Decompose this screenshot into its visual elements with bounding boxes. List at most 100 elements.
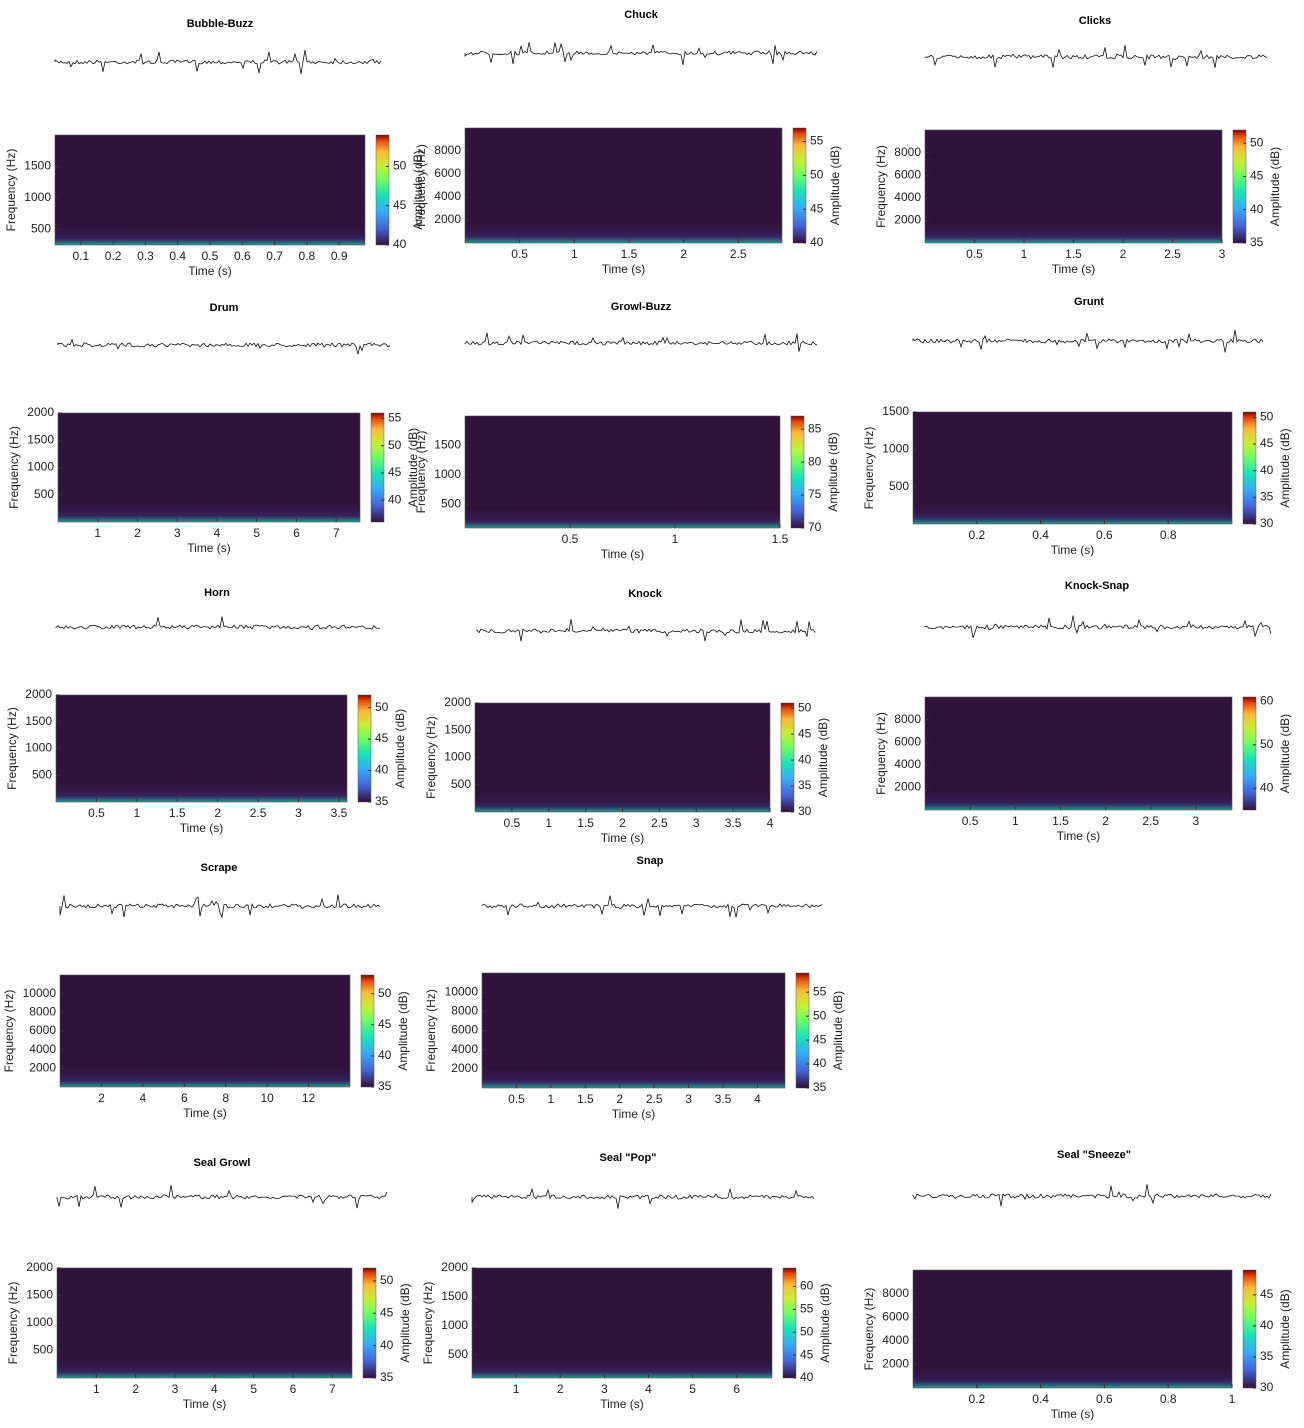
y-tick-label: 1500 xyxy=(882,404,909,418)
panel-title: Knock-Snap xyxy=(1065,580,1129,592)
y-axis-label: Frequency (Hz) xyxy=(421,1282,435,1365)
y-tick-label: 500 xyxy=(441,497,461,511)
colorbar-label: Amplitude (dB) xyxy=(1268,147,1282,226)
x-axis-label: Time (s) xyxy=(1051,543,1095,557)
x-tick-label: 2.5 xyxy=(646,1092,663,1106)
y-axis-label: Frequency (Hz) xyxy=(874,712,888,795)
x-tick-label: 0.8 xyxy=(299,249,316,263)
y-tick-label: 500 xyxy=(889,479,909,493)
colorbar-tick-label: 30 xyxy=(798,804,812,818)
x-tick-label: 3 xyxy=(174,526,181,540)
colorbar xyxy=(791,416,804,528)
y-tick-label: 1500 xyxy=(444,722,471,736)
x-tick-label: 0.6 xyxy=(1096,1392,1113,1406)
waveform xyxy=(472,1189,814,1209)
colorbar-label: Amplitude (dB) xyxy=(828,146,842,225)
x-tick-label: 6 xyxy=(293,526,300,540)
y-tick-label: 6000 xyxy=(29,1023,56,1037)
x-tick-label: 0.2 xyxy=(968,528,985,542)
panel-title: Horn xyxy=(204,587,230,599)
y-tick-label: 2000 xyxy=(894,780,921,794)
colorbar-tick-label: 55 xyxy=(800,1301,814,1315)
colorbar-label: Amplitude (dB) xyxy=(393,709,407,788)
x-tick-label: 0.5 xyxy=(966,247,983,261)
x-tick-label: 0.5 xyxy=(562,532,579,546)
y-tick-label: 1500 xyxy=(27,432,54,446)
colorbar-tick-label: 45 xyxy=(1260,436,1274,450)
colorbar-tick-label: 40 xyxy=(393,237,407,251)
y-tick-label: 1000 xyxy=(441,1318,468,1332)
y-tick-label: 2000 xyxy=(451,1061,478,1075)
colorbar-tick-label: 50 xyxy=(798,700,812,714)
panel-title: Growl-Buzz xyxy=(611,301,672,313)
x-tick-label: 1.5 xyxy=(169,806,186,820)
x-tick-label: 2 xyxy=(616,1092,623,1106)
colorbar-tick-label: 50 xyxy=(388,438,402,452)
x-tick-label: 0.2 xyxy=(105,249,122,263)
x-tick-label: 4 xyxy=(214,526,221,540)
colorbar-tick-label: 35 xyxy=(378,1079,392,1093)
colorbar-tick-label: 45 xyxy=(1250,169,1264,183)
colorbar-tick-label: 40 xyxy=(388,492,402,506)
y-tick-label: 2000 xyxy=(29,1061,56,1075)
x-tick-label: 2.5 xyxy=(730,247,747,261)
x-tick-label: 2.5 xyxy=(250,806,267,820)
y-tick-label: 6000 xyxy=(894,734,921,748)
y-tick-label: 8000 xyxy=(894,712,921,726)
x-axis-label: Time (s) xyxy=(1052,262,1096,276)
x-tick-label: 2.5 xyxy=(1164,247,1181,261)
colorbar-tick-label: 60 xyxy=(1260,694,1274,708)
x-tick-label: 4 xyxy=(767,816,774,830)
colorbar-tick-label: 70 xyxy=(808,520,822,534)
x-tick-label: 12 xyxy=(302,1091,316,1105)
spectrogram-floor xyxy=(57,1268,352,1378)
y-axis-label: Frequency (Hz) xyxy=(424,716,438,799)
colorbar-tick-label: 50 xyxy=(1260,737,1274,751)
colorbar-tick-label: 50 xyxy=(800,1324,814,1338)
y-tick-label: 2000 xyxy=(894,213,921,227)
x-tick-label: 3 xyxy=(685,1092,692,1106)
spectrogram-floor xyxy=(55,135,365,245)
colorbar-tick-label: 35 xyxy=(813,1080,827,1094)
waveform xyxy=(477,619,815,641)
y-axis-label: Frequency (Hz) xyxy=(6,1282,20,1365)
y-axis-label: Frequency (Hz) xyxy=(862,427,876,510)
waveform xyxy=(925,616,1271,638)
panel-title: Bubble-Buzz xyxy=(187,18,254,30)
colorbar-tick-label: 60 xyxy=(800,1279,814,1293)
x-tick-label: 4 xyxy=(211,1382,218,1396)
y-tick-label: 500 xyxy=(31,221,51,235)
x-tick-label: 3 xyxy=(295,806,302,820)
x-tick-label: 2 xyxy=(98,1091,105,1105)
colorbar-tick-label: 85 xyxy=(808,421,822,435)
spectrogram-floor xyxy=(925,130,1222,243)
x-tick-label: 0.5 xyxy=(504,816,521,830)
waveform xyxy=(58,340,390,355)
x-tick-label: 3 xyxy=(601,1382,608,1396)
x-tick-label: 8 xyxy=(222,1091,229,1105)
colorbar-label: Amplitude (dB) xyxy=(818,1283,832,1362)
waveform xyxy=(55,50,381,74)
colorbar-tick-label: 45 xyxy=(378,1017,392,1031)
x-tick-label: 5 xyxy=(689,1382,696,1396)
x-tick-label: 1.5 xyxy=(577,816,594,830)
y-tick-label: 6000 xyxy=(882,1309,909,1323)
colorbar-tick-label: 45 xyxy=(388,465,402,479)
y-tick-label: 1000 xyxy=(24,190,51,204)
colorbar-tick-label: 45 xyxy=(798,726,812,740)
y-tick-label: 4000 xyxy=(434,189,461,203)
x-tick-label: 1 xyxy=(1229,1392,1236,1406)
spectrogram-floor xyxy=(465,128,782,243)
y-tick-label: 4000 xyxy=(451,1042,478,1056)
x-tick-label: 7 xyxy=(329,1382,336,1396)
colorbar-tick-label: 35 xyxy=(1250,235,1264,249)
colorbar xyxy=(783,1268,796,1378)
colorbar-tick-label: 75 xyxy=(808,487,822,501)
y-tick-label: 6000 xyxy=(894,167,921,181)
colorbar-tick-label: 35 xyxy=(375,794,389,808)
x-tick-label: 0.2 xyxy=(968,1392,985,1406)
spectrogram-floor xyxy=(913,1270,1232,1388)
y-axis-label: Frequency (Hz) xyxy=(2,990,16,1073)
y-tick-label: 2000 xyxy=(27,405,54,419)
x-tick-label: 0.5 xyxy=(511,247,528,261)
